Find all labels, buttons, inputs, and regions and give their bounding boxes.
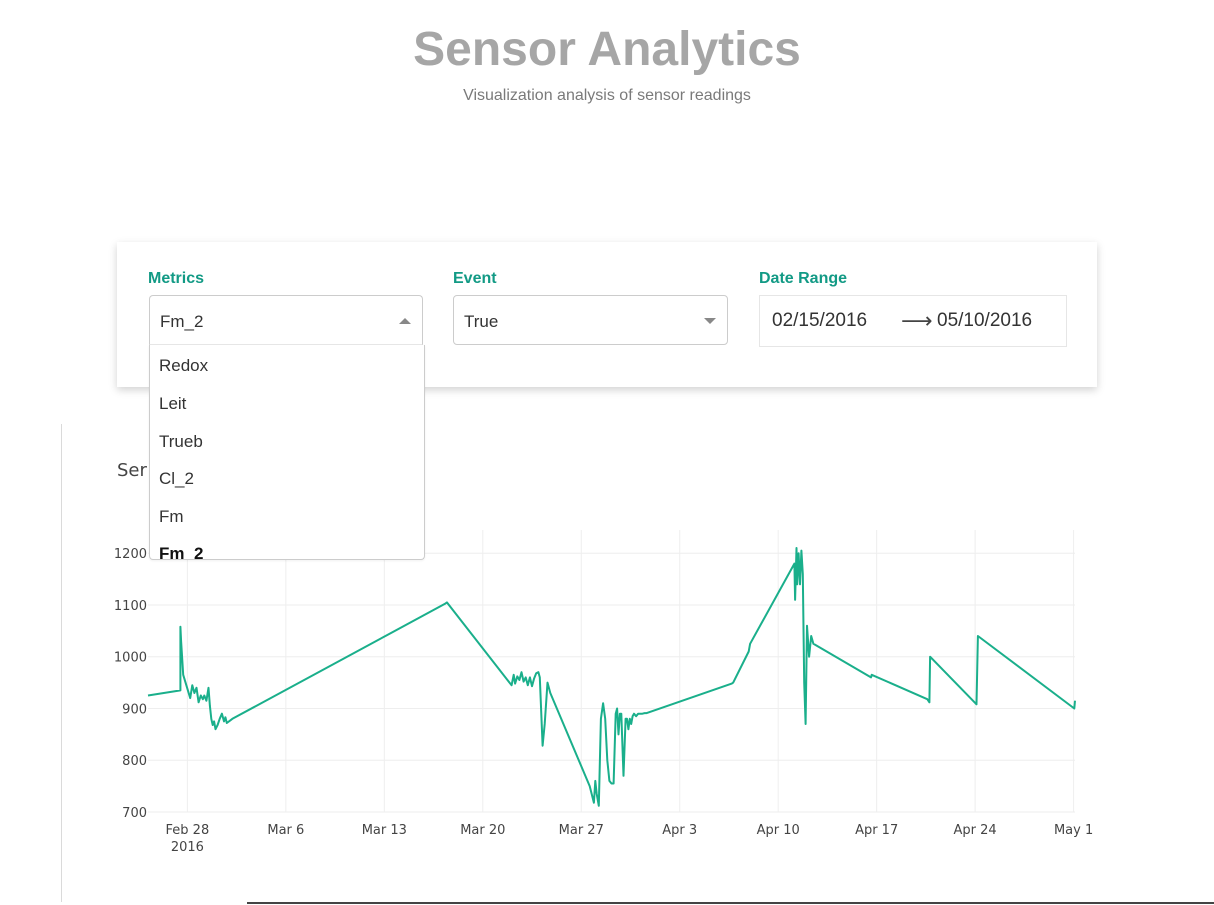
y-tick-label: 900: [122, 702, 147, 717]
x-tick-label: Mar 13: [362, 823, 407, 838]
y-tick-label: 800: [122, 754, 147, 769]
date-range-label: Date Range: [759, 270, 848, 287]
y-tick-label: 1100: [114, 599, 147, 614]
event-label: Event: [453, 270, 497, 287]
x-tick-label: Mar 27: [559, 823, 604, 838]
series-line-fm-2: [147, 547, 1076, 807]
date-range-picker[interactable]: 02/15/2016 ⟶ 05/10/2016: [759, 295, 1067, 347]
bottom-divider: [247, 902, 1214, 904]
metrics-options-menu[interactable]: Redox Leit Trueb Cl_2 Fm Fm_2: [149, 345, 425, 560]
start-date-input[interactable]: 02/15/2016: [772, 310, 868, 331]
x-tick-label: Mar 20: [460, 823, 505, 838]
x-tick-label: Mar 6: [267, 823, 304, 838]
metrics-label: Metrics: [148, 270, 205, 287]
page-subtitle: Visualization analysis of sensor reading…: [463, 87, 751, 104]
x-tick-label: May 1: [1054, 823, 1093, 838]
caret-up-icon[interactable]: [399, 318, 411, 324]
page-title: Sensor Analytics: [413, 23, 801, 76]
option-cl-2[interactable]: Cl_2: [159, 469, 194, 488]
option-fm[interactable]: Fm: [159, 507, 184, 526]
x-tick-sublabel: 2016: [171, 840, 204, 855]
option-leit[interactable]: Leit: [159, 394, 187, 413]
option-trueb[interactable]: Trueb: [159, 432, 203, 451]
x-axis: Feb 28 2016 Mar 6 Mar 13 Mar 20 Mar 27 Apr 3 Ap…: [166, 823, 1094, 855]
y-tick-label: 1200: [114, 547, 147, 562]
x-tick-label: Apr 17: [855, 823, 898, 838]
x-tick-label: Apr 10: [757, 823, 800, 838]
end-date-input[interactable]: 05/10/2016: [937, 310, 1033, 331]
y-axis: 700 800 900 1000 1100 1200: [114, 547, 147, 821]
x-tick-label: Apr 24: [954, 823, 997, 838]
event-selected-value: True: [464, 312, 499, 331]
y-tick-label: 700: [122, 806, 147, 821]
x-tick-label: Apr 3: [662, 823, 697, 838]
x-tick-label: Feb 28: [166, 823, 210, 838]
event-dropdown[interactable]: True: [453, 295, 728, 345]
metrics-dropdown[interactable]: Fm_2: [149, 295, 423, 345]
arrow-right-icon: ⟶: [901, 308, 933, 333]
metrics-selected-value: Fm_2: [160, 312, 204, 331]
chart-grid: [148, 530, 1075, 813]
chart-title: Ser: [117, 460, 148, 481]
caret-down-icon[interactable]: [704, 318, 716, 324]
option-redox[interactable]: Redox: [159, 356, 209, 375]
y-tick-label: 1000: [114, 651, 147, 666]
chart-series: [147, 547, 1076, 807]
option-fm-2[interactable]: Fm_2: [159, 544, 204, 560]
